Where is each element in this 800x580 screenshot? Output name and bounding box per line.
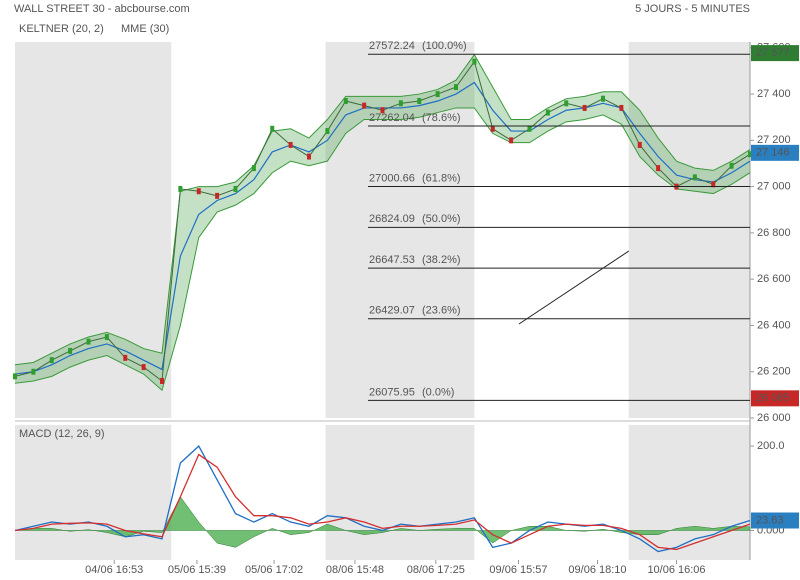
price-point: [417, 98, 422, 105]
price-point: [711, 181, 716, 188]
price-point: [564, 100, 569, 107]
x-tick-label: 04/06 16:53: [85, 564, 143, 576]
x-tick-label: 09/06 18:10: [568, 564, 626, 576]
price-point: [601, 95, 605, 102]
macd-line: [14, 453, 751, 551]
price-badge-label: 27 146: [756, 147, 790, 159]
price-point: [692, 174, 697, 181]
price-point: [472, 58, 477, 65]
price-point: [637, 141, 642, 148]
price-point: [31, 368, 36, 375]
y-tick-label: 26 200: [757, 366, 791, 378]
macd-line: [14, 445, 751, 553]
price-point: [86, 338, 91, 345]
price-point: [362, 102, 367, 109]
y-tick-label: 200.0: [757, 440, 785, 452]
price-point: [160, 377, 164, 384]
price-point: [104, 334, 109, 341]
price-point: [454, 84, 458, 91]
price-point: [178, 185, 183, 192]
x-tick-label: 08/06 15:48: [326, 564, 384, 576]
fib-value: 26075.95: [369, 386, 415, 398]
fib-value: 26647.53: [369, 254, 415, 266]
price-point: [398, 100, 403, 107]
session-shade: [15, 425, 172, 560]
session-shade: [628, 425, 750, 560]
price-badge: [751, 45, 799, 62]
price-badge: [751, 144, 799, 161]
x-tick-label: 08/06 17:25: [407, 564, 465, 576]
chart-title: WALL STREET 30 - abcbourse.com: [14, 3, 190, 15]
price-point: [435, 91, 440, 98]
y-tick-label: 27 200: [757, 134, 791, 146]
price-badge-label: 26 085: [756, 392, 790, 404]
keltner-upper: [14, 53, 751, 366]
fib-percent: (38.2%): [422, 254, 461, 266]
x-tick-label: 10/06 16:06: [647, 564, 705, 576]
price-point: [325, 128, 330, 135]
fib-value: 26429.07: [369, 305, 415, 317]
fib-value: 26824.09: [369, 213, 415, 225]
price-point: [582, 104, 587, 111]
price-point: [748, 151, 752, 158]
price-point: [490, 125, 495, 132]
price-point: [343, 98, 348, 105]
keltner-band: [15, 54, 750, 391]
x-tick-label: 05/06 17:02: [245, 564, 303, 576]
price-point: [49, 357, 54, 364]
macd-title: MACD (12, 26, 9): [19, 428, 105, 440]
price-point: [215, 192, 220, 199]
keltner-lower: [14, 107, 751, 392]
price-point: [123, 354, 128, 361]
y-tick-label: 27 400: [757, 88, 791, 100]
fib-percent: (78.6%): [422, 112, 461, 124]
price-point: [196, 188, 201, 195]
legend-mme: MME (30): [121, 23, 169, 35]
session-shade: [325, 425, 475, 560]
price-badge: [751, 390, 799, 407]
price-point: [509, 137, 514, 144]
price-point: [380, 107, 385, 114]
fib-percent: (100.0%): [422, 40, 467, 52]
x-tick-label: 09/06 15:57: [489, 564, 547, 576]
price-point: [656, 165, 661, 172]
y-tick-label: 26 800: [757, 227, 791, 239]
macd-badge-label: 23.63: [756, 514, 784, 526]
y-tick-label: 26 400: [757, 319, 791, 331]
price-point: [68, 347, 73, 354]
price-badge-label: 27 577: [756, 47, 790, 59]
y-tick-label: 26 600: [757, 273, 791, 285]
x-tick-label: 05/06 15:39: [168, 564, 226, 576]
price-point: [545, 109, 550, 116]
session-shade: [15, 42, 172, 418]
price-point: [729, 162, 734, 169]
price-point: [307, 153, 311, 160]
macd-badge: [751, 512, 799, 529]
price-point: [141, 364, 146, 371]
fib-value: 27262.04: [369, 112, 415, 124]
fib-percent: (0.0%): [422, 386, 454, 398]
macd-histogram: [14, 496, 751, 548]
legend-keltner: KELTNER (20, 2): [19, 23, 104, 35]
chart-subtitle: 5 JOURS - 5 MINUTES: [635, 3, 750, 15]
fib-percent: (61.8%): [422, 172, 461, 184]
fib-value: 27000.66: [369, 172, 415, 184]
y-tick-label: 26 000: [757, 412, 791, 424]
price-point: [233, 185, 238, 192]
price-point: [13, 373, 17, 380]
price-point: [270, 125, 275, 132]
price-point: [251, 165, 256, 172]
fib-value: 27572.24: [369, 40, 415, 52]
price-point: [527, 125, 532, 132]
fib-percent: (50.0%): [422, 213, 461, 225]
price-point: [288, 141, 293, 148]
price-point: [619, 104, 624, 111]
session-shade: [628, 42, 750, 418]
fib-percent: (23.6%): [422, 305, 461, 317]
y-tick-label: 27 000: [757, 181, 791, 193]
